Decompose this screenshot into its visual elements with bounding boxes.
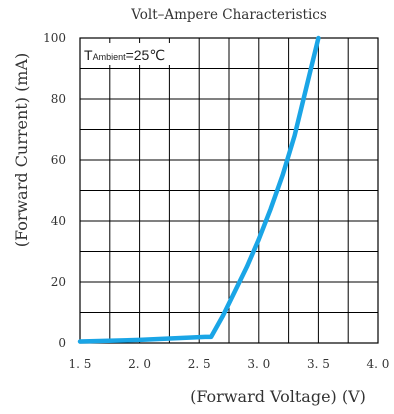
ambient-temperature-annotation: TAmbient=25℃ (81, 43, 177, 65)
x-tick-label: 2. 5 (188, 357, 211, 371)
svg-text:TAmbient=25℃: TAmbient=25℃ (84, 47, 165, 63)
y-axis-label: (Forward Current) (mA) (12, 53, 31, 248)
y-tick-label: 0 (58, 336, 66, 350)
y-tick-label: 80 (51, 92, 66, 106)
grid (80, 38, 378, 343)
series (77, 35, 321, 344)
x-tick-label: 3. 5 (307, 357, 330, 371)
x-tick-label: 1. 5 (69, 357, 92, 371)
y-tick-label: 40 (51, 214, 66, 228)
annotation-sub: Ambient (93, 52, 127, 62)
x-tick-label: 3. 0 (247, 357, 270, 371)
annotation-main: T (84, 47, 93, 63)
chart-title: Volt–Ampere Characteristics (130, 7, 327, 23)
y-tick-label: 100 (43, 31, 66, 45)
annotation-box (81, 43, 177, 65)
x-axis-label: (Forward Voltage) (V) (190, 387, 366, 406)
y-tick-label: 60 (51, 153, 66, 167)
x-tick-labels: 1. 5 2. 0 2. 5 3. 0 3. 5 4. 0 (69, 357, 390, 371)
y-tick-labels: 0 20 40 60 80 100 (43, 31, 66, 350)
y-tick-label: 20 (51, 275, 66, 289)
x-tick-label: 4. 0 (367, 357, 390, 371)
plot-frame (79, 37, 379, 344)
series-line (77, 35, 321, 344)
x-tick-label: 2. 0 (128, 357, 151, 371)
annotation-rest: =25℃ (126, 47, 165, 63)
